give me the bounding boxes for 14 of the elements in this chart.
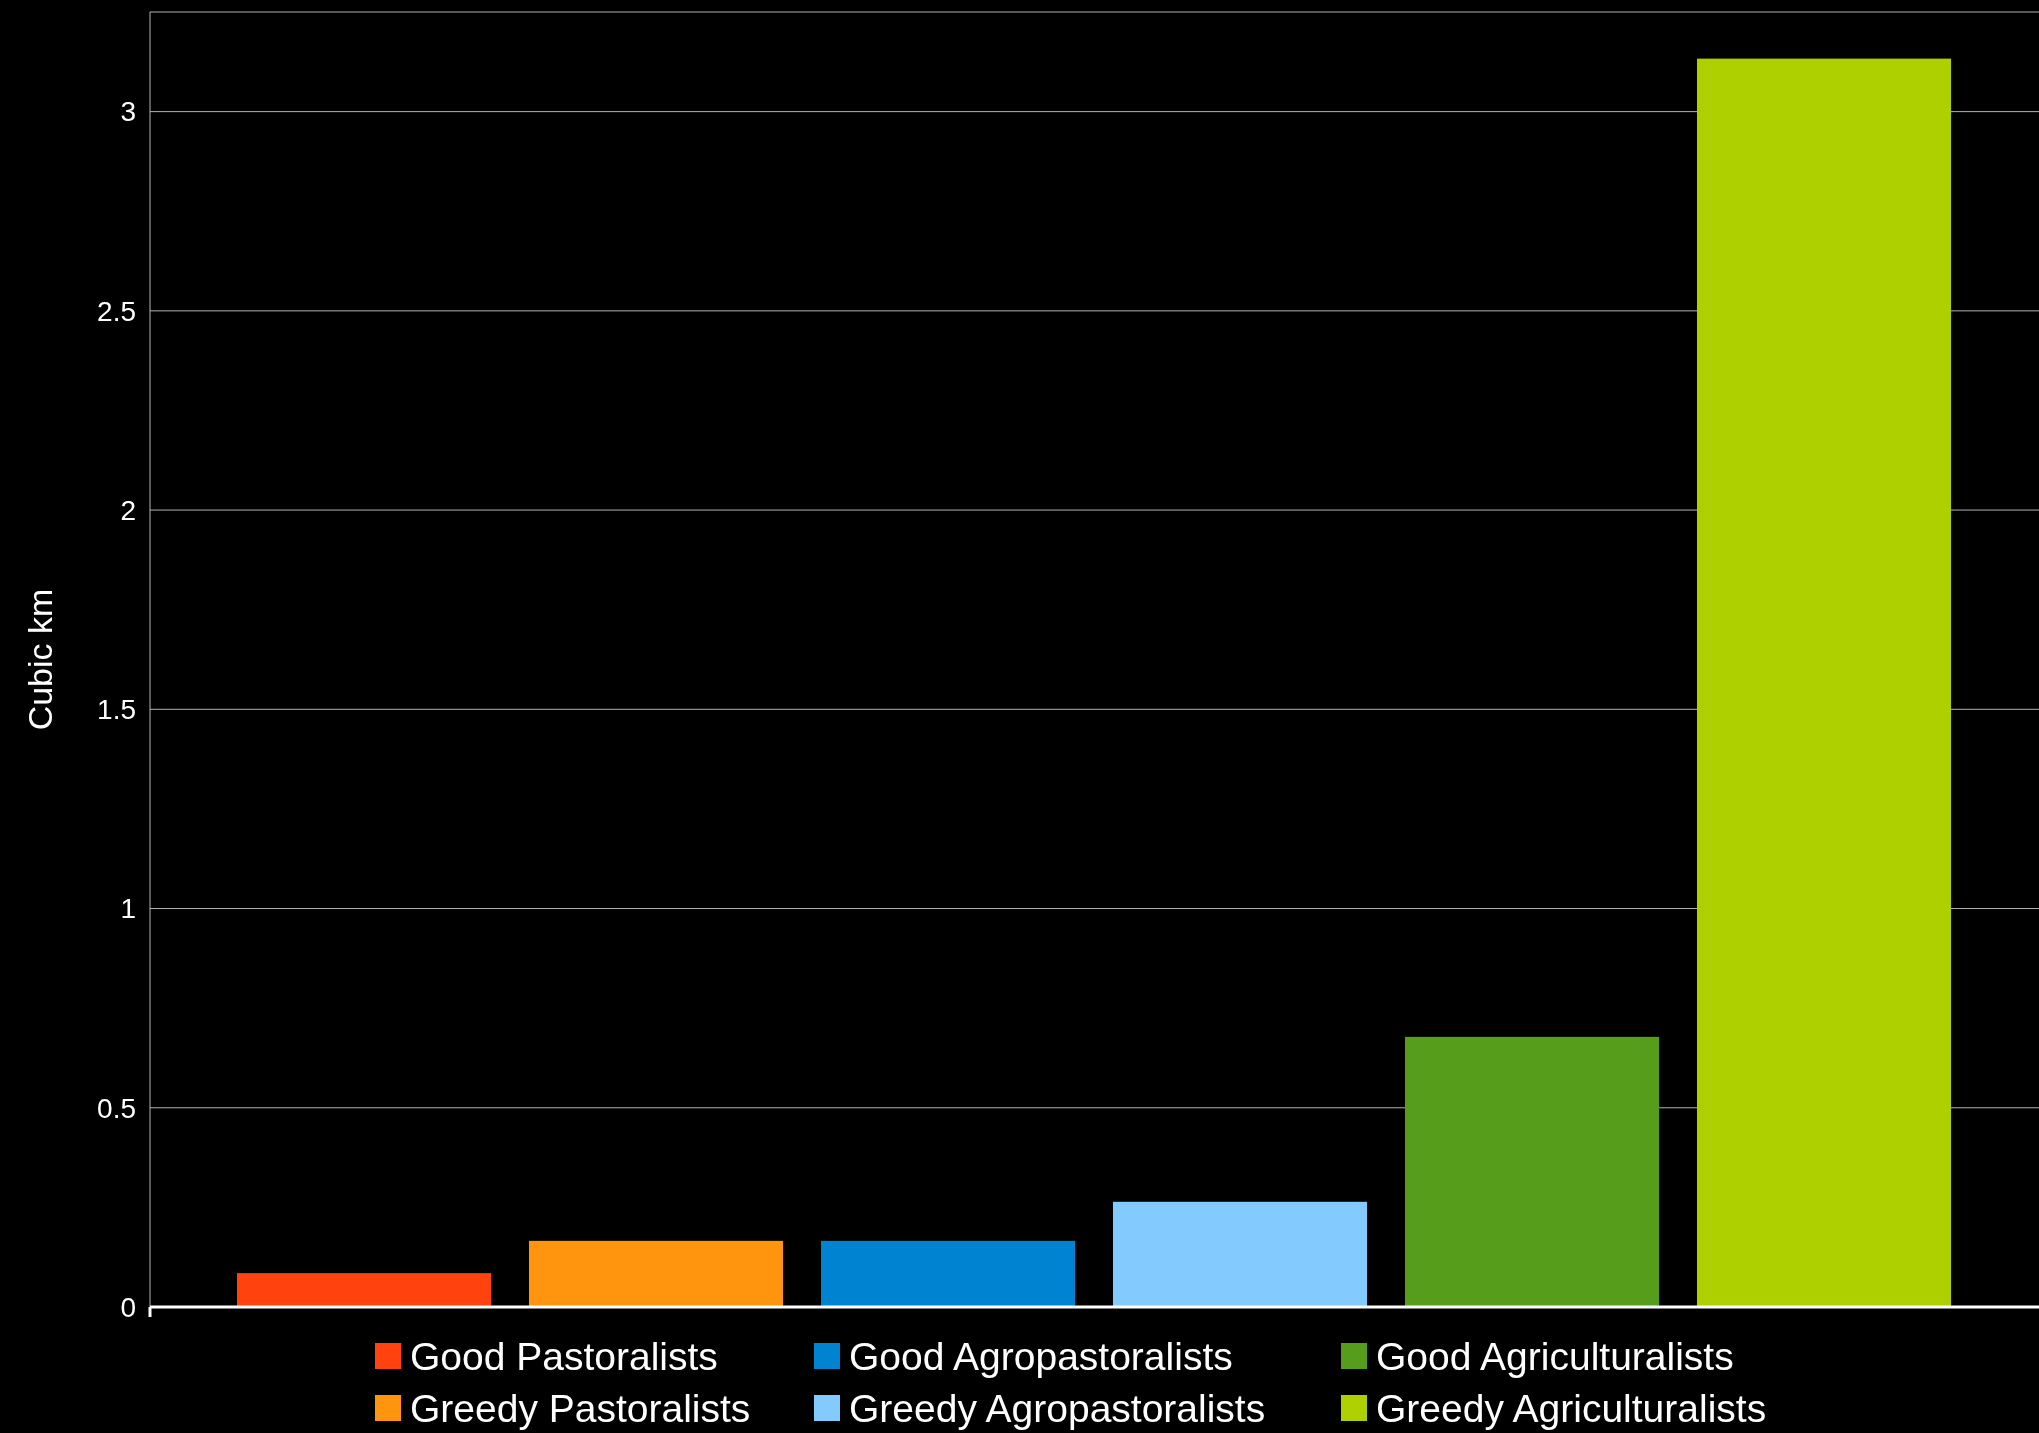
legend-label: Greedy Agropastoralists (849, 1386, 1266, 1430)
legend-label: Good Agropastoralists (849, 1334, 1233, 1378)
y-tick-label: 1.5 (97, 694, 136, 726)
legend-label: Greedy Agriculturalists (1376, 1386, 1767, 1430)
y-tick-label: 1 (120, 893, 136, 925)
y-tick-label: 2 (120, 494, 136, 526)
y-tick-label: 3 (120, 96, 136, 128)
y-axis-title: Cubic km (21, 588, 59, 731)
legend-label: Greedy Pastoralists (410, 1386, 751, 1430)
legend-label: Good Pastoralists (410, 1334, 718, 1378)
y-tick-label: 0.5 (97, 1092, 136, 1124)
legend-label: Good Agriculturalists (1376, 1334, 1734, 1378)
y-tick-label: 2.5 (97, 295, 136, 327)
y-tick-label: 0 (120, 1291, 136, 1323)
